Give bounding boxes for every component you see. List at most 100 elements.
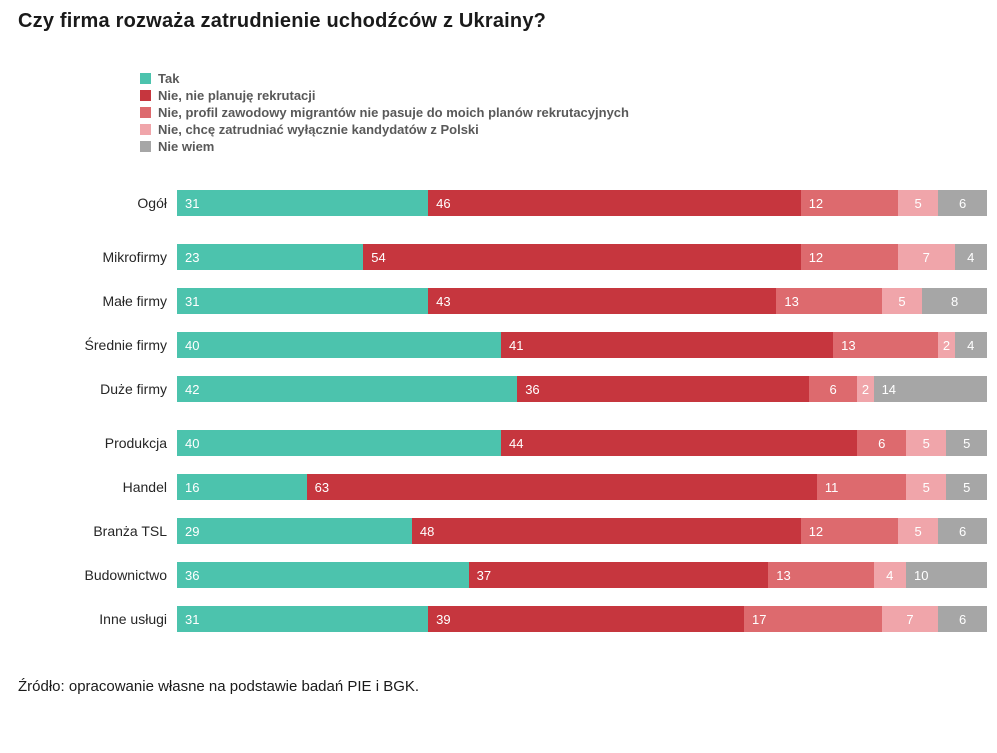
bar-segment: 6 (808, 376, 858, 402)
legend-item: Nie wiem (140, 139, 997, 154)
bar-segment: 31 (177, 288, 429, 314)
legend-label: Nie, nie planuję rekrutacji (158, 88, 316, 103)
segment-value: 7 (922, 249, 930, 265)
segment-value: 8 (950, 293, 959, 309)
segment-value: 42 (185, 381, 200, 397)
bar-segment: 14 (873, 376, 987, 402)
legend-swatch (140, 107, 151, 118)
bar-segment: 16 (177, 474, 307, 500)
bar-segment: 46 (428, 190, 801, 216)
bar-segment: 7 (897, 244, 955, 270)
segment-value: 5 (963, 479, 971, 495)
legend-label: Nie wiem (158, 139, 215, 154)
segment-value: 44 (509, 435, 524, 451)
bar-segment: 13 (833, 332, 939, 358)
stacked-bar: 31 43 13 5 8 (177, 288, 987, 314)
segment-value: 46 (436, 195, 451, 211)
stacked-bar: 29 48 12 5 6 (177, 518, 987, 544)
segment-value: 13 (841, 337, 856, 353)
bar-segment: 4 (954, 244, 987, 270)
segment-value: 23 (185, 249, 200, 265)
bar-segment: 6 (938, 606, 987, 632)
bar-row: Średnie firmy 40 41 13 2 4 (15, 332, 997, 358)
bar-segment: 40 (177, 332, 501, 358)
row-label: Produkcja (104, 435, 167, 451)
bar-segment: 4 (873, 562, 906, 588)
bar-segment: 37 (468, 562, 769, 588)
legend-swatch (140, 73, 151, 84)
bar-segment: 4 (954, 332, 987, 358)
bar-row: Duże firmy 42 36 6 2 14 (15, 376, 997, 402)
segment-value: 12 (808, 523, 824, 539)
segment-value: 48 (419, 523, 435, 539)
legend: Tak Nie, nie planuję rekrutacji Nie, profi… (140, 71, 997, 154)
segment-value: 2 (861, 381, 870, 397)
segment-value: 13 (784, 293, 799, 309)
segment-value: 14 (881, 381, 897, 397)
bar-segment: 5 (946, 430, 987, 456)
bar-segment: 54 (363, 244, 801, 270)
bar-segment: 11 (816, 474, 906, 500)
bar-segment: 6 (938, 190, 987, 216)
bar-segment: 44 (501, 430, 858, 456)
bar-segment: 36 (517, 376, 809, 402)
row-label: Branża TSL (93, 523, 167, 539)
row-label: Mikrofirmy (102, 249, 167, 265)
segment-value: 5 (898, 293, 906, 309)
segment-value: 31 (185, 293, 200, 309)
bar-segment: 39 (428, 606, 744, 632)
bar-segment: 17 (743, 606, 882, 632)
bar-row: Produkcja 40 44 6 5 5 (15, 430, 997, 456)
bar-group: Produkcja 40 44 6 5 5 Handel 16 63 11 5 5 Branża TSL… (15, 430, 997, 632)
legend-item: Nie, chcę zatrudniać wyłącznie kandydató… (140, 122, 997, 137)
bar-segment: 5 (881, 288, 923, 314)
bar-row: Budownictwo 36 37 13 4 10 (15, 562, 997, 588)
stacked-bar: 42 36 6 2 14 (177, 376, 987, 402)
row-label: Budownictwo (84, 567, 168, 583)
source-note: Źródło: opracowanie własne na podstawie … (18, 678, 420, 695)
row-label: Średnie firmy (84, 337, 167, 353)
bar-segment: 2 (857, 376, 874, 402)
legend-swatch (140, 90, 151, 101)
stacked-bar: 31 46 12 5 6 (177, 190, 987, 216)
chart: Ogół 31 46 12 5 6 Mikrofirmy 23 54 12 7 4 Małe firmy… (15, 190, 997, 632)
bar-segment: 6 (857, 430, 906, 456)
segment-value: 4 (886, 567, 894, 583)
bar-group: Mikrofirmy 23 54 12 7 4 Małe firmy 31 43 13 5 8 Śred… (15, 244, 997, 402)
stacked-bar: 23 54 12 7 4 (177, 244, 987, 270)
legend-item: Nie, nie planuję rekrutacji (140, 88, 997, 103)
bar-row: Mikrofirmy 23 54 12 7 4 (15, 244, 997, 270)
segment-value: 4 (967, 249, 975, 265)
bar-segment: 12 (800, 244, 898, 270)
bar-segment: 5 (897, 518, 939, 544)
segment-value: 54 (371, 249, 386, 265)
bar-segment: 12 (800, 190, 898, 216)
bar-segment: 41 (501, 332, 834, 358)
segment-value: 36 (185, 567, 200, 583)
segment-value: 5 (963, 435, 971, 451)
bar-segment: 31 (177, 606, 429, 632)
legend-item: Tak (140, 71, 997, 86)
segment-value: 6 (959, 195, 967, 211)
segment-value: 63 (314, 479, 330, 495)
segment-value: 29 (185, 523, 200, 539)
bar-group: Ogół 31 46 12 5 6 (15, 190, 997, 216)
bar-segment: 5 (897, 190, 939, 216)
stacked-bar: 40 44 6 5 5 (177, 430, 987, 456)
segment-value: 5 (922, 479, 930, 495)
bar-segment: 63 (306, 474, 817, 500)
segment-value: 13 (776, 567, 791, 583)
stacked-bar: 31 39 17 7 6 (177, 606, 987, 632)
bar-segment: 23 (177, 244, 364, 270)
bar-segment: 6 (938, 518, 987, 544)
segment-value: 31 (185, 611, 200, 627)
segment-value: 40 (185, 435, 200, 451)
segment-value: 43 (436, 293, 451, 309)
segment-value: 12 (808, 195, 824, 211)
bar-segment: 42 (177, 376, 518, 402)
bar-segment: 8 (922, 288, 987, 314)
bar-segment: 48 (411, 518, 801, 544)
legend-swatch (140, 124, 151, 135)
segment-value: 6 (959, 611, 967, 627)
